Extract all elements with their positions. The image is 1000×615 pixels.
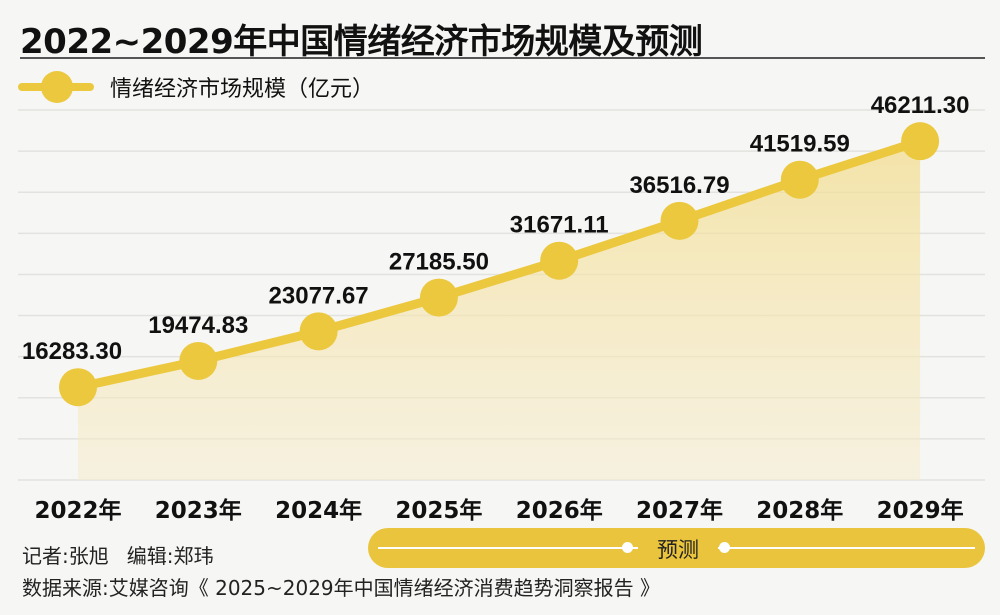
chart-title: 2022~2029年中国情绪经济市场规模及预测 xyxy=(20,22,703,62)
title-underline xyxy=(20,57,985,59)
x-tick-label: 2028年 xyxy=(756,497,843,524)
x-tick-label: 2024年 xyxy=(275,497,362,524)
data-point xyxy=(780,160,819,199)
data-label: 19474.83 xyxy=(148,312,248,339)
x-tick-label: 2027年 xyxy=(636,497,723,524)
data-point xyxy=(901,122,940,161)
x-tick-label: 2029年 xyxy=(877,497,964,524)
legend: 情绪经济市场规模（亿元） xyxy=(18,70,374,104)
data-point xyxy=(179,341,218,380)
x-tick-label: 2023年 xyxy=(155,497,242,524)
legend-label: 情绪经济市场规模（亿元） xyxy=(110,77,375,102)
data-point xyxy=(660,201,699,240)
forecast-dot-left xyxy=(622,542,633,553)
data-point xyxy=(419,278,458,317)
series-line xyxy=(77,136,922,392)
forecast-label: 预测 xyxy=(638,534,718,564)
legend-marker xyxy=(18,70,94,104)
x-tick-label: 2022年 xyxy=(34,497,121,524)
forecast-dot-right xyxy=(719,542,730,553)
x-tick-label: 2026年 xyxy=(516,497,603,524)
data-point xyxy=(540,241,579,280)
data-label: 27185.50 xyxy=(389,249,489,276)
reporter: 记者:张旭 xyxy=(22,544,109,568)
forecast-band: 预测 xyxy=(368,528,985,568)
editor: 编辑:郑玮 xyxy=(126,544,214,568)
credits: 记者:张旭 编辑:郑玮 xyxy=(22,540,214,569)
data-label: 16283.30 xyxy=(22,338,122,365)
data-label: 31671.11 xyxy=(510,212,609,239)
area-fill xyxy=(78,141,921,480)
source-note: 数据来源:艾媒咨询《 2025~2029年中国情绪经济消费趋势洞察报告 》 xyxy=(22,576,661,600)
data-label: 36516.79 xyxy=(629,172,729,199)
data-label: 41519.59 xyxy=(750,131,850,158)
x-tick-label: 2025年 xyxy=(395,497,482,524)
data-label: 23077.67 xyxy=(269,282,369,309)
data-label: 46211.30 xyxy=(871,92,970,119)
data-point xyxy=(59,368,97,407)
data-point xyxy=(299,312,338,351)
